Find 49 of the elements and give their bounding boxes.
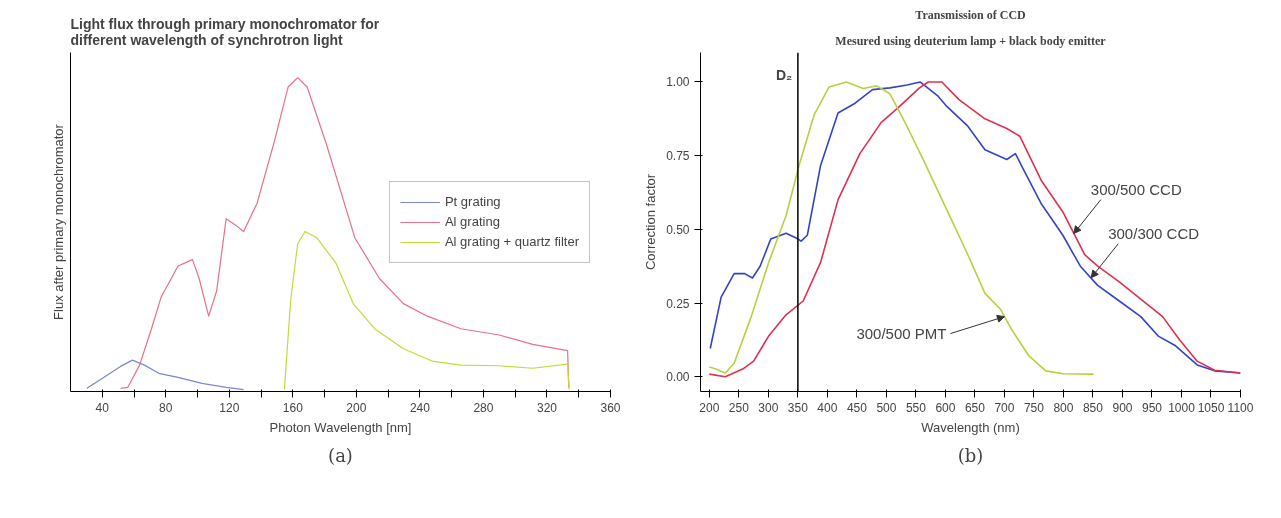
text: (a) <box>328 444 353 466</box>
x-tick-label: 950 <box>1141 400 1163 415</box>
legend-label: Pt grating <box>444 194 501 209</box>
y-tick-label: 0.25 <box>666 296 690 311</box>
x-tick-label: 320 <box>536 400 558 415</box>
y-tick-label: 1.00 <box>666 75 690 90</box>
x-tick-label: 900 <box>1112 400 1133 415</box>
annotation: 300/500 CCD <box>1090 181 1182 199</box>
x-tick-label: 240 <box>409 400 431 415</box>
x-tick-label: 650 <box>964 400 986 415</box>
x-tick-label: 250 <box>728 400 750 415</box>
x-axis-title: Photon Wavelength [nm] <box>269 419 412 435</box>
x-tick-label: 80 <box>159 400 173 415</box>
x-tick-label: 200 <box>699 400 720 415</box>
x-tick-label: 360 <box>600 400 621 415</box>
x-tick-label: 1050 <box>1197 400 1225 415</box>
chart-subtitle: Mesured using deuterium lamp + black body emitter <box>835 33 1107 48</box>
x-tick-label: 280 <box>473 400 494 415</box>
x-tick-label: 800 <box>1053 400 1074 415</box>
ref-line-label: D₂ <box>775 66 793 83</box>
text: (b) <box>957 444 984 466</box>
x-tick-label: 1000 <box>1168 400 1196 415</box>
y-tick-label: 0.75 <box>666 149 690 164</box>
legend-label: Al grating <box>444 214 500 229</box>
x-tick-label: 600 <box>935 400 956 415</box>
x-tick-label: 1100 <box>1227 400 1254 415</box>
x-tick-label: 160 <box>282 400 304 415</box>
x-tick-label: 450 <box>846 400 868 415</box>
y-axis-title: Correction factor <box>643 173 659 271</box>
x-tick-label: 300 <box>758 400 779 415</box>
y-axis-title: Flux after primary monochromator <box>50 123 66 320</box>
x-axis-title: Wavelength (nm) <box>921 419 1020 435</box>
x-tick-label: 550 <box>905 400 927 415</box>
legend-label: Al grating + quartz filter <box>444 234 579 249</box>
x-tick-label: 700 <box>994 400 1015 415</box>
x-tick-label: 120 <box>219 400 240 415</box>
x-tick-label: 350 <box>787 400 809 415</box>
y-tick-label: 0.00 <box>666 370 690 385</box>
x-tick-label: 200 <box>346 400 367 415</box>
x-tick-label: 400 <box>817 400 838 415</box>
x-tick-label: 850 <box>1082 400 1104 415</box>
annotation: 300/500 PMT <box>856 325 947 343</box>
chart-title: Transmission of CCD <box>915 7 1027 22</box>
annotation: 300/300 CCD <box>1108 225 1200 243</box>
x-tick-label: 40 <box>95 400 110 415</box>
x-tick-label: 500 <box>876 400 897 415</box>
y-tick-label: 0.50 <box>666 222 690 237</box>
x-tick-label: 750 <box>1023 400 1045 415</box>
chart-title: Light flux through primary monochromator for different wavelength of synchrotron light <box>70 15 380 48</box>
